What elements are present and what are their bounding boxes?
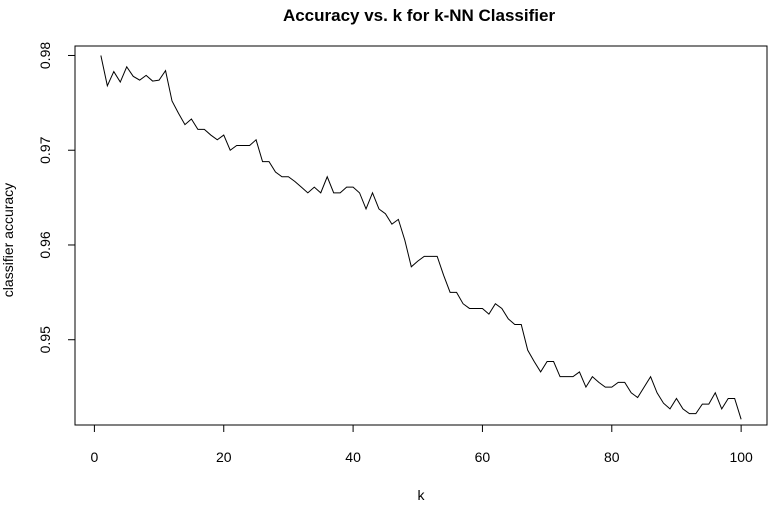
x-tick-label: 20 [216,449,232,465]
y-tick-label: 0.96 [37,231,53,258]
x-axis: 0 20 40 60 80 100 [91,424,753,465]
y-tick-label: 0.98 [37,42,53,69]
plot-frame [74,45,768,426]
accuracy-series-line [100,55,742,420]
chart-title: Accuracy vs. k for k-NN Classifier [283,6,556,25]
x-tick-label: 60 [475,449,491,465]
y-axis-label: classifier accuracy [0,183,16,297]
y-axis: 0.95 0.96 0.97 0.98 [37,42,76,353]
y-tick-label: 0.97 [37,136,53,163]
x-tick-label: 80 [604,449,620,465]
x-tick-label: 40 [345,449,361,465]
x-tick-label: 0 [91,449,99,465]
y-tick-label: 0.95 [37,326,53,353]
x-axis-label: k [418,487,426,503]
x-tick-label: 100 [729,449,753,465]
